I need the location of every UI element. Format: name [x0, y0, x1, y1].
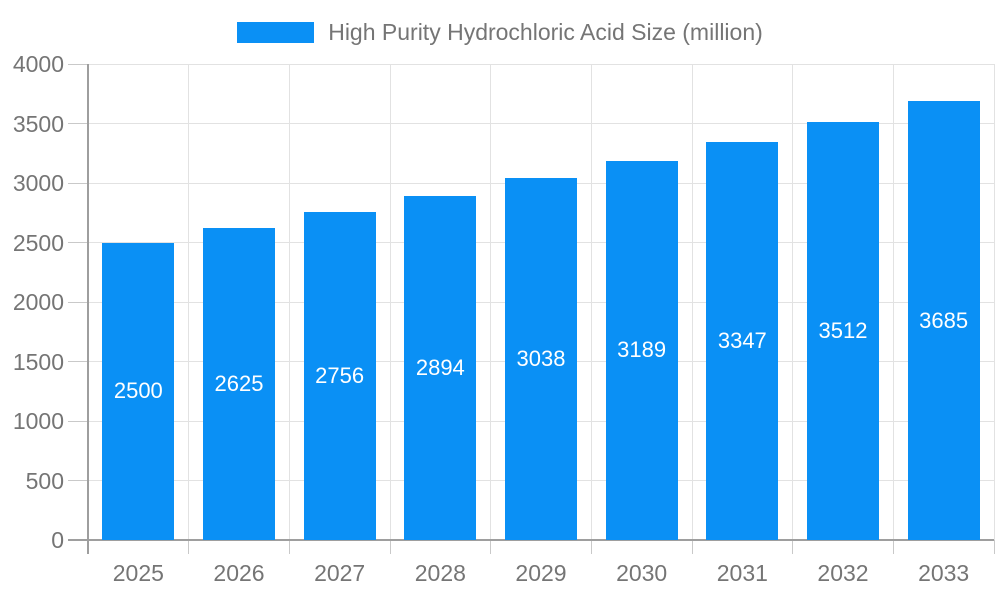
y-axis-tick: [68, 182, 88, 184]
bar[interactable]: 3347: [706, 141, 779, 540]
bar[interactable]: 2756: [303, 212, 376, 540]
bar-value-label: 2500: [113, 378, 163, 404]
x-axis-label: 2031: [716, 560, 768, 586]
gridline-vertical: [389, 64, 391, 540]
x-axis-tick: [993, 540, 995, 554]
x-axis-tick: [490, 540, 492, 554]
y-axis-label: 0: [51, 527, 64, 553]
gridline-vertical: [188, 64, 190, 540]
x-axis-label: 2032: [817, 560, 869, 586]
bar-value-label: 3512: [818, 318, 868, 344]
bar-value-label: 2625: [214, 370, 264, 396]
y-axis-label: 4000: [12, 51, 64, 77]
gridline-horizontal: [88, 63, 994, 65]
y-axis-label: 2500: [12, 229, 64, 256]
x-axis-label: 2030: [616, 560, 668, 586]
y-axis-tick: [68, 63, 88, 65]
chart-legend[interactable]: High Purity Hydrochloric Acid Size (mill…: [0, 19, 1000, 45]
bar[interactable]: 3189: [605, 160, 678, 540]
y-axis-tick: [68, 480, 88, 481]
gridline-vertical: [792, 64, 794, 540]
gridline-vertical: [490, 64, 492, 540]
bar-value-label: 2894: [415, 354, 465, 380]
bar-value-label: 3685: [919, 307, 969, 333]
y-axis-tick: [68, 301, 88, 303]
gridline-vertical: [691, 64, 693, 540]
gridline-vertical: [288, 64, 290, 540]
x-axis-label: 2029: [515, 560, 567, 586]
y-axis-label: 3000: [12, 170, 64, 196]
bar-value-label: 3347: [717, 327, 767, 353]
y-axis-line: [87, 64, 89, 554]
y-axis-label: 2000: [12, 289, 64, 315]
gridline-vertical: [993, 64, 995, 540]
bar-value-label: 3189: [617, 337, 667, 363]
x-axis-tick: [792, 540, 794, 554]
x-axis-tick: [590, 540, 592, 554]
x-axis-label: 2033: [918, 560, 970, 586]
gridline-horizontal: [88, 123, 994, 124]
bar[interactable]: 3038: [505, 178, 577, 540]
bar-value-label: 3038: [516, 346, 566, 372]
x-axis-tick: [389, 540, 391, 554]
gridline-vertical: [590, 64, 592, 540]
bar[interactable]: 3512: [807, 122, 879, 540]
y-axis-label: 1000: [12, 408, 64, 434]
y-axis-label: 3500: [12, 110, 64, 137]
bar[interactable]: 3685: [907, 101, 980, 540]
bar-value-label: 2756: [315, 363, 365, 388]
x-axis-label: 2026: [213, 560, 265, 586]
x-axis-line: [68, 539, 994, 541]
x-axis-label: 2028: [414, 560, 466, 586]
legend-swatch: [237, 21, 315, 43]
y-axis-label: 500: [25, 467, 64, 494]
x-axis-tick: [892, 540, 894, 554]
y-axis-tick: [68, 123, 88, 124]
x-axis-tick: [288, 540, 290, 554]
bar[interactable]: 2894: [404, 195, 477, 540]
gridline-vertical: [892, 64, 894, 540]
y-axis-tick: [68, 420, 88, 422]
y-axis-tick: [68, 361, 88, 362]
y-axis-label: 1500: [12, 348, 64, 375]
x-axis-label: 2027: [314, 560, 366, 586]
bar[interactable]: 2500: [102, 242, 175, 540]
bar[interactable]: 2625: [203, 227, 275, 540]
x-axis-tick: [188, 540, 190, 554]
y-axis-tick: [68, 242, 88, 243]
legend-label: High Purity Hydrochloric Acid Size (mill…: [328, 19, 763, 45]
x-axis-label: 2025: [112, 560, 164, 586]
x-axis-tick: [691, 540, 693, 554]
